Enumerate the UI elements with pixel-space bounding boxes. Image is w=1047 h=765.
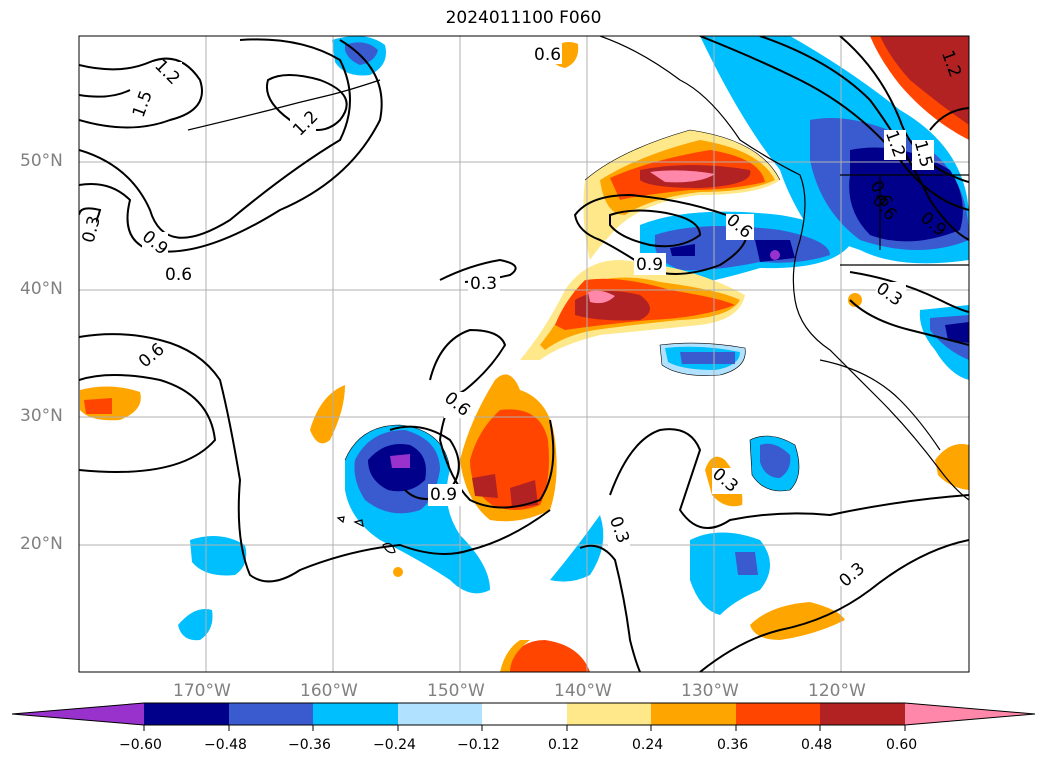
lon-label: 170°W — [173, 681, 231, 701]
coastlines — [187, 36, 969, 554]
lon-label: 120°W — [808, 681, 866, 701]
lon-label: 160°W — [300, 681, 358, 701]
lon-label: 130°W — [681, 681, 739, 701]
colorbar-tick-label: −0.24 — [373, 737, 416, 753]
contour-label: 0.6 — [165, 265, 192, 285]
map-title: 2024011100 F060 — [445, 8, 602, 28]
colorbar-tick-label: 0.48 — [801, 737, 833, 753]
colorbar-extend-low — [12, 703, 144, 725]
lat-label: 20°N — [20, 534, 63, 554]
contour-lines — [79, 36, 969, 672]
lat-label: 30°N — [20, 406, 63, 426]
plot-frame — [78, 35, 970, 673]
lon-label: 140°W — [554, 681, 612, 701]
contour-label: 0.9 — [430, 485, 457, 505]
colorbar-tick-label: −0.12 — [457, 737, 500, 753]
contour-label: 0.6 — [534, 45, 561, 65]
contour-label: 0.9 — [138, 227, 172, 260]
colorbar-tick-label: 0.24 — [632, 737, 664, 753]
colorbar-tick-label: 0.36 — [717, 737, 749, 753]
contour-label: 0.3 — [470, 274, 497, 294]
colorbar-tick-label: 0.60 — [886, 737, 918, 753]
colorbar — [11, 702, 1036, 731]
colorbar-tick-label: −0.36 — [288, 737, 331, 753]
colorbar-tick-label: 0.12 — [548, 737, 580, 753]
contour-label: 0.9 — [636, 255, 663, 275]
colorbar-tick-label: −0.60 — [119, 737, 162, 753]
lat-label: 40°N — [20, 279, 63, 299]
colorbar-tick-label: −0.48 — [204, 737, 247, 753]
shaded-fields — [80, 36, 969, 672]
colorbar-extend-high — [905, 703, 1035, 725]
lat-label: 50°N — [20, 151, 63, 171]
lon-label: 150°W — [427, 681, 485, 701]
